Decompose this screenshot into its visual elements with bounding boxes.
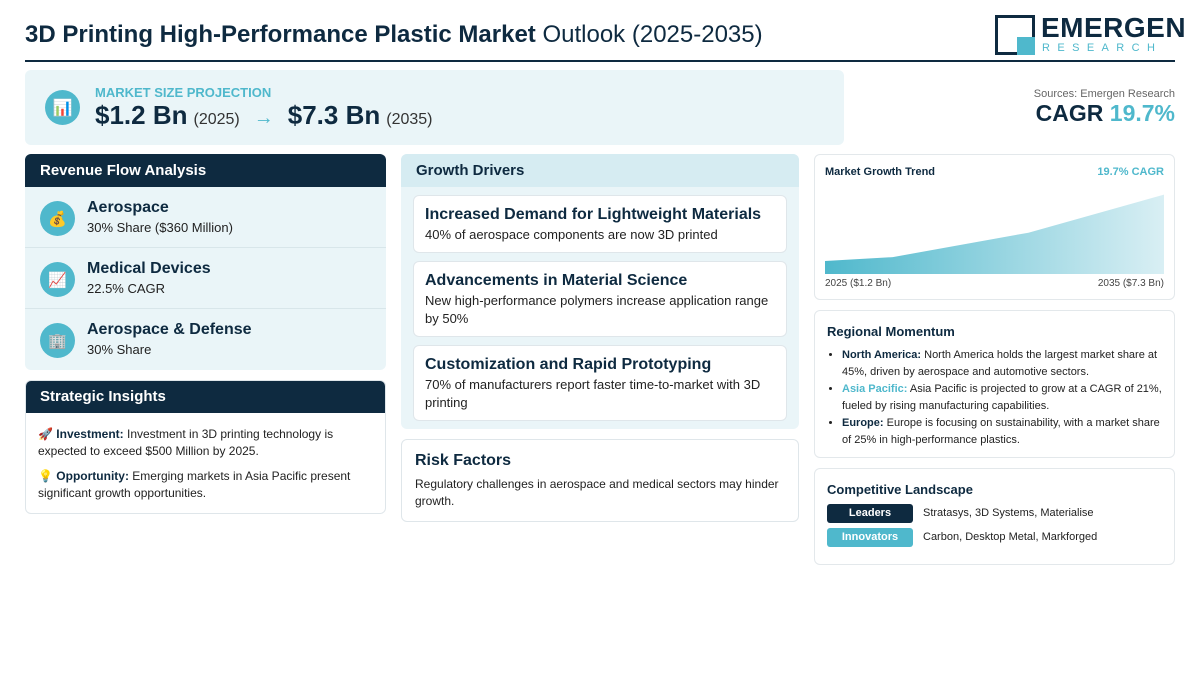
title-rest: Outlook (2025-2035) (542, 21, 763, 48)
leaders-badge: Leaders (827, 504, 913, 523)
emergen-logo: EMERGEN RESEARCH (995, 14, 1186, 56)
revenue-item-desc: 30% Share ($360 Million) (87, 220, 233, 235)
list-item: North America: North America holds the l… (842, 347, 1164, 381)
region-name: Europe: (842, 417, 884, 429)
projection-label: MARKET SIZE PROJECTION (95, 85, 272, 100)
logo-mark-icon (995, 15, 1035, 55)
revenue-item-desc: 30% Share (87, 342, 152, 357)
revenue-item-desc: 22.5% CAGR (87, 281, 166, 296)
market-growth-trend-card: Market Growth Trend 19.7% CAGR 2025 ($1.… (814, 154, 1175, 300)
region-text: Europe is focusing on sustainability, wi… (842, 417, 1160, 446)
logo-sub: RESEARCH (1042, 42, 1163, 54)
cagr-headline: CAGR 19.7% (1036, 100, 1175, 127)
projection-values: $1.2 Bn (2025) → $7.3 Bn (2035) (95, 100, 433, 131)
title-bold: 3D Printing High-Performance Plastic Mar… (25, 21, 536, 48)
sources-text: Sources: Emergen Research (1033, 88, 1175, 100)
driver-item: Customization and Rapid Prototyping 70% … (413, 345, 787, 421)
trend-up-icon: 📈 (40, 262, 75, 297)
market-size-projection: 📊 MARKET SIZE PROJECTION $1.2 Bn (2025) → $… (25, 70, 844, 145)
cagr-value: 19.7% (1109, 100, 1175, 126)
end-year: (2035) (386, 111, 433, 128)
insight-opportunity: 💡 Opportunity: Emerging markets in Asia … (38, 468, 373, 502)
bar-chart-icon: 📊 (45, 90, 80, 125)
start-value: $1.2 Bn (95, 100, 188, 130)
growth-area-series (825, 194, 1164, 274)
region-text: North America holds the largest market s… (842, 349, 1158, 378)
revenue-item-name: Aerospace & Defense (87, 321, 252, 338)
driver-desc: 40% of aerospace components are now 3D p… (425, 227, 718, 242)
region-name: Asia Pacific: (842, 383, 908, 395)
competitive-landscape-card: Competitive Landscape Leaders Stratasys,… (814, 468, 1175, 565)
driver-item: Increased Demand for Lightweight Materia… (413, 195, 787, 253)
list-item: Asia Pacific: Asia Pacific is projected … (842, 381, 1164, 415)
end-value: $7.3 Bn (287, 100, 381, 130)
innovators-badge: Innovators (827, 528, 913, 547)
insight-label: Investment: (56, 427, 124, 441)
x-tick-end: 2035 ($7.3 Bn) (1097, 278, 1164, 289)
insights-title: Strategic Insights (26, 381, 385, 413)
risk-desc: Regulatory challenges in aerospace and m… (415, 477, 779, 508)
strategic-insights-card: Strategic Insights 🚀 Investment: Investm… (25, 380, 386, 514)
page-header: 3D Printing High-Performance Plastic Mar… (25, 12, 1186, 62)
list-item: Europe: Europe is focusing on sustainabi… (842, 415, 1164, 449)
drivers-title: Growth Drivers (401, 154, 799, 187)
insight-text: Investment in 3D printing technology is … (38, 427, 334, 458)
cagr-label: CAGR (1035, 100, 1104, 126)
trend-cagr: 19.7% CAGR (1097, 166, 1164, 178)
revenue-item-name: Medical Devices (87, 260, 211, 277)
logo-name: EMERGEN (1041, 12, 1187, 43)
regional-momentum-card: Regional Momentum North America: North A… (814, 310, 1175, 458)
revenue-item: 📈 Medical Devices 22.5% CAGR (25, 248, 386, 309)
competitor-names: Carbon, Desktop Metal, Markforged (923, 531, 1098, 543)
revenue-item-name: Aerospace (87, 199, 169, 216)
building-icon: 🏢 (40, 323, 75, 358)
region-name: North America: (842, 349, 922, 361)
insight-investment: 🚀 Investment: Investment in 3D printing … (38, 426, 373, 460)
rocket-icon: 🚀 (38, 427, 53, 441)
revenue-item: 💰 Aerospace 30% Share ($360 Million) (25, 187, 386, 248)
insight-label: Opportunity: (56, 469, 129, 483)
revenue-item: 🏢 Aerospace & Defense 30% Share (25, 309, 386, 370)
growth-area-chart (825, 194, 1164, 274)
competitive-title: Competitive Landscape (827, 482, 973, 497)
driver-title: Increased Demand for Lightweight Materia… (425, 206, 762, 223)
risk-factors-card: Risk Factors Regulatory challenges in ae… (401, 439, 799, 522)
regional-title: Regional Momentum (827, 324, 955, 339)
risk-title: Risk Factors (415, 452, 512, 469)
driver-title: Advancements in Material Science (425, 272, 688, 289)
trend-title: Market Growth Trend (825, 166, 936, 178)
competitor-names: Stratasys, 3D Systems, Materialise (923, 507, 1094, 519)
start-year: (2025) (193, 111, 240, 128)
arrow-right-icon: → (253, 107, 274, 129)
driver-desc: 70% of manufacturers report faster time-… (425, 377, 761, 410)
page-title: 3D Printing High-Performance Plastic Mar… (25, 21, 763, 49)
x-tick-start: 2025 ($1.2 Bn) (825, 278, 892, 289)
insight-text: Emerging markets in Asia Pacific present… (38, 469, 351, 500)
growth-drivers-card: Growth Drivers Increased Demand for Ligh… (401, 154, 799, 429)
driver-title: Customization and Rapid Prototyping (425, 356, 712, 373)
region-text: Asia Pacific is projected to grow at a C… (842, 383, 1162, 412)
driver-desc: New high-performance polymers increase a… (425, 293, 769, 326)
money-bag-icon: 💰 (40, 201, 75, 236)
regional-list: North America: North America holds the l… (842, 347, 1164, 449)
revenue-flow-card: Revenue Flow Analysis 💰 Aerospace 30% Sh… (25, 154, 386, 370)
lightbulb-icon: 💡 (38, 469, 53, 483)
revenue-title: Revenue Flow Analysis (25, 154, 386, 187)
driver-item: Advancements in Material Science New hig… (413, 261, 787, 337)
